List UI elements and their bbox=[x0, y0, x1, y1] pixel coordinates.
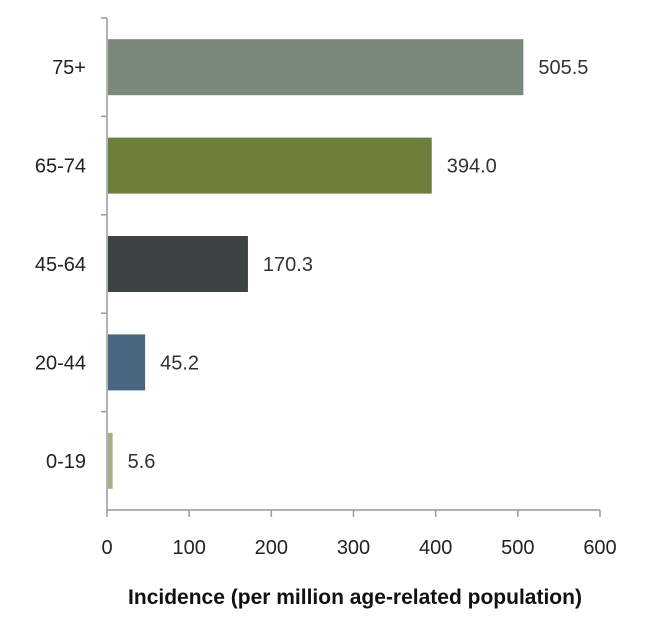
x-tick-label: 600 bbox=[583, 537, 616, 559]
bar-65-74 bbox=[108, 137, 432, 194]
bar-45-64 bbox=[108, 236, 248, 292]
bar-20-44 bbox=[108, 334, 146, 391]
category-label: 65-74 bbox=[35, 156, 86, 178]
x-tick-label: 100 bbox=[172, 537, 205, 559]
category-label: 45-64 bbox=[35, 254, 86, 276]
bars-group bbox=[108, 39, 524, 489]
value-labels: 505.5 394.0 170.3 45.2 5.6 bbox=[128, 57, 589, 473]
bar-75+ bbox=[108, 39, 524, 96]
axis-ticks: 0 100 200 300 400 500 600 bbox=[101, 17, 617, 559]
category-label: 0-19 bbox=[46, 451, 86, 473]
value-label: 170.3 bbox=[263, 254, 313, 276]
value-label: 505.5 bbox=[538, 57, 588, 79]
x-tick-label: 0 bbox=[101, 537, 112, 559]
value-label: 5.6 bbox=[128, 451, 156, 473]
x-tick-label: 300 bbox=[337, 537, 370, 559]
value-label: 394.0 bbox=[447, 156, 497, 178]
x-tick-label: 500 bbox=[501, 537, 534, 559]
category-labels: 75+ 65-74 45-64 20-44 0-19 bbox=[35, 57, 86, 473]
x-tick-label: 400 bbox=[419, 537, 452, 559]
x-axis-title: Incidence (per million age-related popul… bbox=[128, 586, 582, 609]
value-label: 45.2 bbox=[160, 352, 199, 374]
axes: 0 100 200 300 400 500 600 bbox=[101, 17, 617, 559]
category-label: 75+ bbox=[52, 57, 86, 79]
bar-0-19 bbox=[108, 432, 113, 489]
x-tick-label: 200 bbox=[255, 537, 288, 559]
category-label: 20-44 bbox=[35, 352, 86, 374]
